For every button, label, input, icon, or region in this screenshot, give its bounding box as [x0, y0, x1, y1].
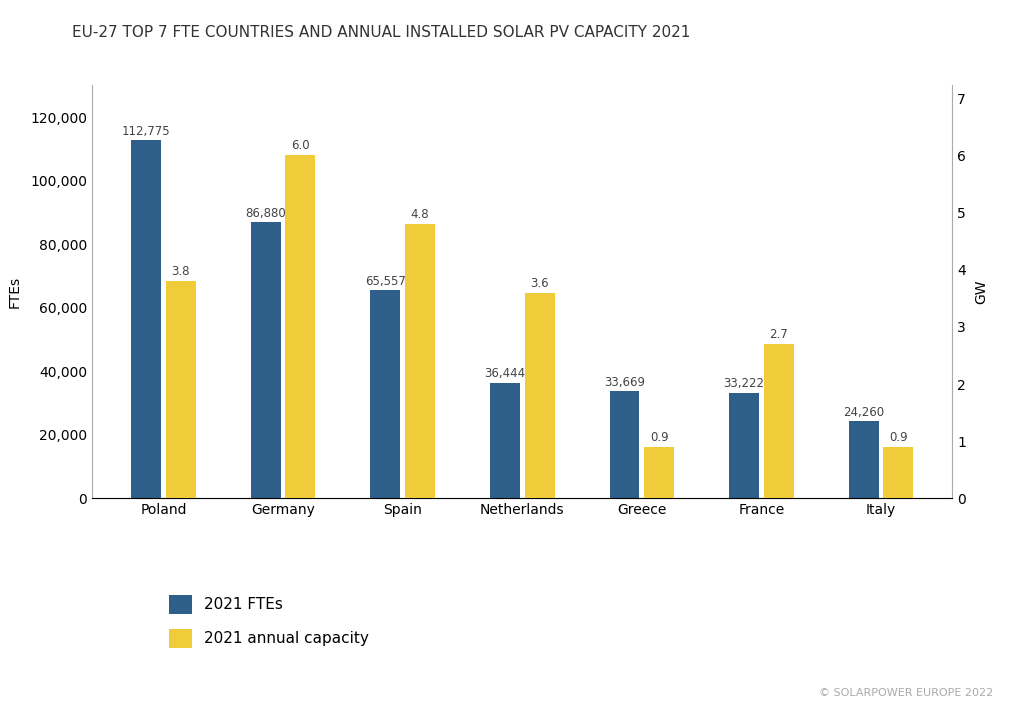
Bar: [251, 222, 281, 498]
Text: 24,260: 24,260: [843, 406, 884, 419]
Bar: [729, 393, 759, 498]
Text: 86,880: 86,880: [246, 207, 286, 220]
Bar: [489, 382, 520, 498]
Bar: [166, 281, 196, 498]
Bar: [406, 224, 435, 498]
Bar: [286, 155, 315, 498]
Text: 65,557: 65,557: [365, 275, 406, 288]
Y-axis label: FTEs: FTEs: [8, 276, 22, 308]
Bar: [884, 447, 913, 498]
Bar: [131, 140, 161, 498]
Bar: [609, 392, 639, 498]
Text: 2.7: 2.7: [769, 328, 788, 341]
Text: EU-27 TOP 7 FTE COUNTRIES AND ANNUAL INSTALLED SOLAR PV CAPACITY 2021: EU-27 TOP 7 FTE COUNTRIES AND ANNUAL INS…: [72, 25, 690, 40]
Text: 6.0: 6.0: [291, 140, 309, 152]
Bar: [644, 447, 674, 498]
Y-axis label: GW: GW: [975, 280, 988, 304]
Text: © SOLARPOWER EUROPE 2022: © SOLARPOWER EUROPE 2022: [819, 688, 993, 698]
Text: 3.8: 3.8: [172, 266, 190, 278]
Bar: [524, 293, 555, 498]
Text: 33,669: 33,669: [604, 376, 645, 389]
Bar: [371, 290, 400, 498]
Text: 33,222: 33,222: [724, 377, 765, 390]
Text: 112,775: 112,775: [122, 125, 171, 137]
Text: 0.9: 0.9: [889, 431, 907, 444]
Text: 4.8: 4.8: [411, 208, 429, 221]
Legend: 2021 FTEs, 2021 annual capacity: 2021 FTEs, 2021 annual capacity: [169, 595, 369, 648]
Text: 3.6: 3.6: [530, 277, 549, 290]
Text: 0.9: 0.9: [650, 431, 669, 444]
Bar: [764, 344, 794, 498]
Text: 36,444: 36,444: [484, 367, 525, 380]
Bar: [849, 422, 879, 498]
